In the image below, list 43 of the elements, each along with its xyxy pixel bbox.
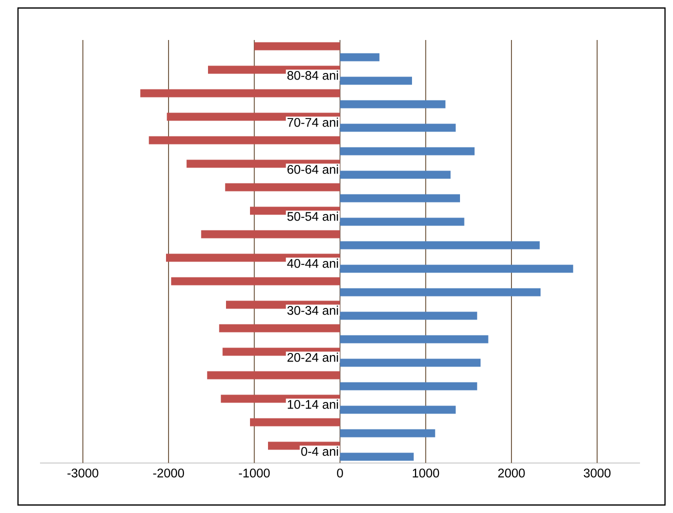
bar	[340, 264, 574, 273]
bar	[225, 183, 340, 192]
y-tick-label: 50-54 ani	[287, 212, 338, 221]
x-tick-label: 1000	[412, 468, 440, 478]
bar	[254, 42, 340, 50]
bar	[340, 358, 481, 367]
x-tick-label: 2000	[498, 468, 525, 478]
bar	[171, 277, 340, 286]
y-tick-label: 10-14 ani	[288, 400, 338, 409]
bar	[219, 324, 340, 332]
y-tick-label: 30-34 ani	[287, 306, 338, 315]
bar	[340, 170, 451, 179]
y-tick-label: 20-24 ani	[288, 352, 338, 362]
bar	[140, 89, 340, 98]
bar	[340, 147, 475, 156]
bar	[340, 382, 478, 390]
bar	[207, 371, 340, 380]
bar	[340, 312, 478, 320]
bar	[148, 136, 340, 144]
bar	[340, 100, 446, 108]
y-tick-label: 0-4 ani	[301, 446, 338, 456]
bar	[340, 406, 456, 414]
x-tick-label: -2000	[153, 468, 184, 478]
y-tick-label: 80-84 ani	[287, 70, 338, 80]
bar	[340, 76, 412, 85]
bar	[340, 218, 464, 226]
bar	[340, 124, 456, 132]
x-tick-label: 0	[337, 468, 343, 478]
bar	[340, 194, 460, 202]
bar	[250, 418, 340, 426]
x-tick-label: -1000	[238, 468, 270, 478]
bar	[340, 452, 414, 461]
bar	[340, 429, 436, 438]
y-tick-label: 70-74 ani	[288, 118, 338, 127]
y-tick-label: 40-44 ani	[287, 258, 338, 268]
bar	[340, 288, 541, 296]
bar	[340, 335, 488, 344]
bar	[340, 53, 380, 62]
y-tick-label: 60-64 ani	[288, 164, 338, 174]
bar	[340, 241, 540, 250]
x-tick-label: 3000	[584, 468, 611, 478]
x-tick-label: -3000	[67, 468, 98, 478]
bar	[201, 230, 340, 238]
